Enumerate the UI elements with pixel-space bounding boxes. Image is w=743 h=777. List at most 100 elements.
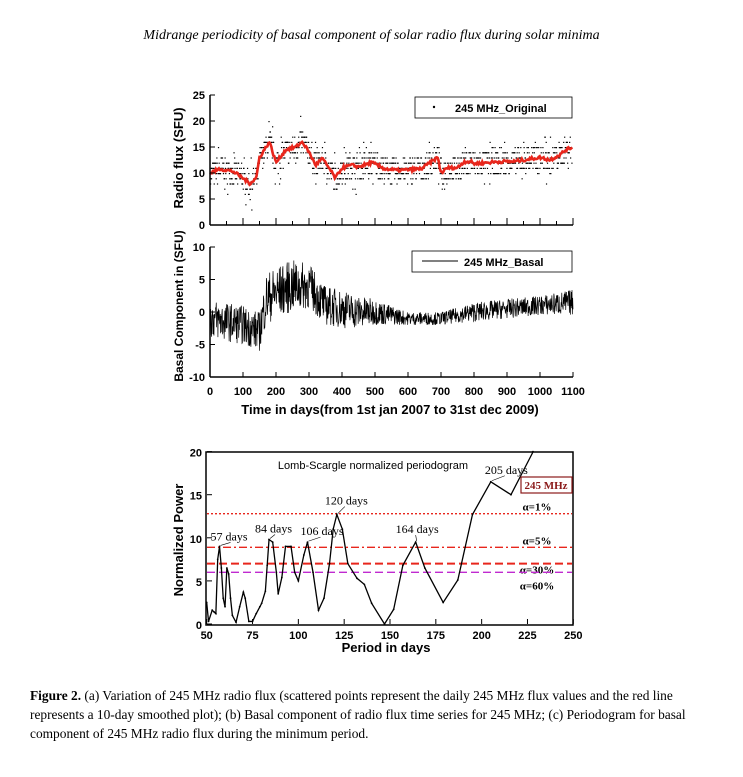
data-point (568, 152, 570, 154)
data-point (407, 173, 409, 175)
data-point (486, 152, 488, 154)
y-tick-label: 0 (199, 307, 205, 319)
data-point (361, 167, 363, 169)
periodogram-point (401, 564, 404, 567)
data-point (220, 167, 222, 169)
peak-label: 205 days (485, 463, 528, 477)
data-point (448, 178, 450, 180)
data-point (407, 183, 409, 185)
data-point (495, 173, 497, 175)
periodogram-point (341, 528, 344, 531)
data-point (393, 157, 395, 159)
data-point (368, 178, 370, 180)
data-point (331, 167, 333, 169)
data-point (496, 157, 498, 159)
data-point (357, 167, 360, 169)
data-point (333, 188, 335, 190)
panel-b-basal: 245 MHz_Basal 10 5 0 -5 -10 0 100 200 300 400 500… (172, 230, 585, 417)
periodogram-point (284, 545, 287, 548)
periodogram-point (213, 611, 215, 613)
data-point (427, 173, 429, 175)
x-tick-label: 125 (335, 630, 353, 642)
data-point (396, 173, 398, 175)
data-point (571, 162, 573, 164)
data-point (496, 173, 498, 175)
periodogram-point (293, 571, 296, 574)
periodogram-point (277, 592, 280, 595)
data-point (455, 178, 457, 180)
data-point (265, 152, 267, 154)
data-point (428, 173, 430, 175)
data-point (293, 157, 295, 159)
data-point (282, 167, 284, 169)
data-point (480, 167, 483, 169)
panel-c-periodogram: α=1% α=5% α=30% α=60% 57 days 84 days 106 day… (171, 448, 582, 655)
data-point (479, 157, 482, 159)
data-point (451, 162, 453, 164)
data-point (293, 152, 296, 154)
data-point (350, 167, 352, 169)
data-point (533, 147, 535, 149)
data-point (446, 183, 448, 185)
data-point (297, 157, 299, 159)
data-point (298, 136, 300, 138)
legend-label-basal: 245 MHz_Basal (464, 257, 544, 269)
data-point (252, 183, 254, 185)
data-point (296, 157, 298, 159)
data-point (562, 162, 564, 164)
data-point (281, 141, 284, 143)
data-point (483, 152, 485, 154)
data-point (327, 173, 329, 175)
data-point (524, 167, 526, 169)
data-point (467, 173, 469, 175)
data-point (551, 167, 553, 169)
data-point (432, 162, 434, 164)
data-point (300, 115, 302, 117)
data-point (484, 152, 486, 154)
data-point (369, 173, 371, 175)
data-point (545, 167, 547, 169)
data-point (482, 167, 485, 169)
data-point (224, 188, 226, 190)
data-point (455, 173, 457, 175)
periodogram-point (242, 591, 245, 594)
data-point (248, 173, 250, 175)
data-point (525, 162, 527, 164)
data-point (341, 183, 343, 185)
data-point (269, 136, 271, 138)
data-point (328, 178, 330, 180)
peak-arrow (220, 542, 231, 546)
data-point (405, 173, 407, 175)
data-point (420, 157, 423, 159)
y-tick-label: 5 (199, 275, 205, 287)
data-point (497, 152, 499, 154)
data-point (295, 162, 297, 164)
data-point (495, 152, 497, 154)
data-point (517, 147, 519, 149)
data-point (567, 162, 569, 164)
data-point (399, 167, 401, 169)
data-point (247, 193, 250, 195)
data-point (389, 183, 392, 185)
data-point (483, 183, 486, 185)
data-point (236, 167, 238, 169)
data-point (464, 167, 466, 169)
data-point (421, 162, 424, 164)
data-point (297, 141, 299, 143)
data-point (394, 162, 396, 164)
y-tick-label: 0 (199, 220, 205, 232)
basal-line (209, 260, 574, 351)
data-point (528, 152, 530, 154)
periodogram-point (442, 601, 445, 604)
data-point (334, 152, 336, 154)
data-point (554, 152, 556, 154)
data-point (511, 167, 513, 169)
data-point (423, 173, 426, 175)
data-point (307, 162, 309, 164)
data-point (359, 152, 361, 154)
data-point (352, 157, 355, 159)
data-point (444, 162, 447, 164)
data-point (510, 162, 512, 164)
data-point (303, 136, 305, 138)
data-point (387, 173, 390, 175)
